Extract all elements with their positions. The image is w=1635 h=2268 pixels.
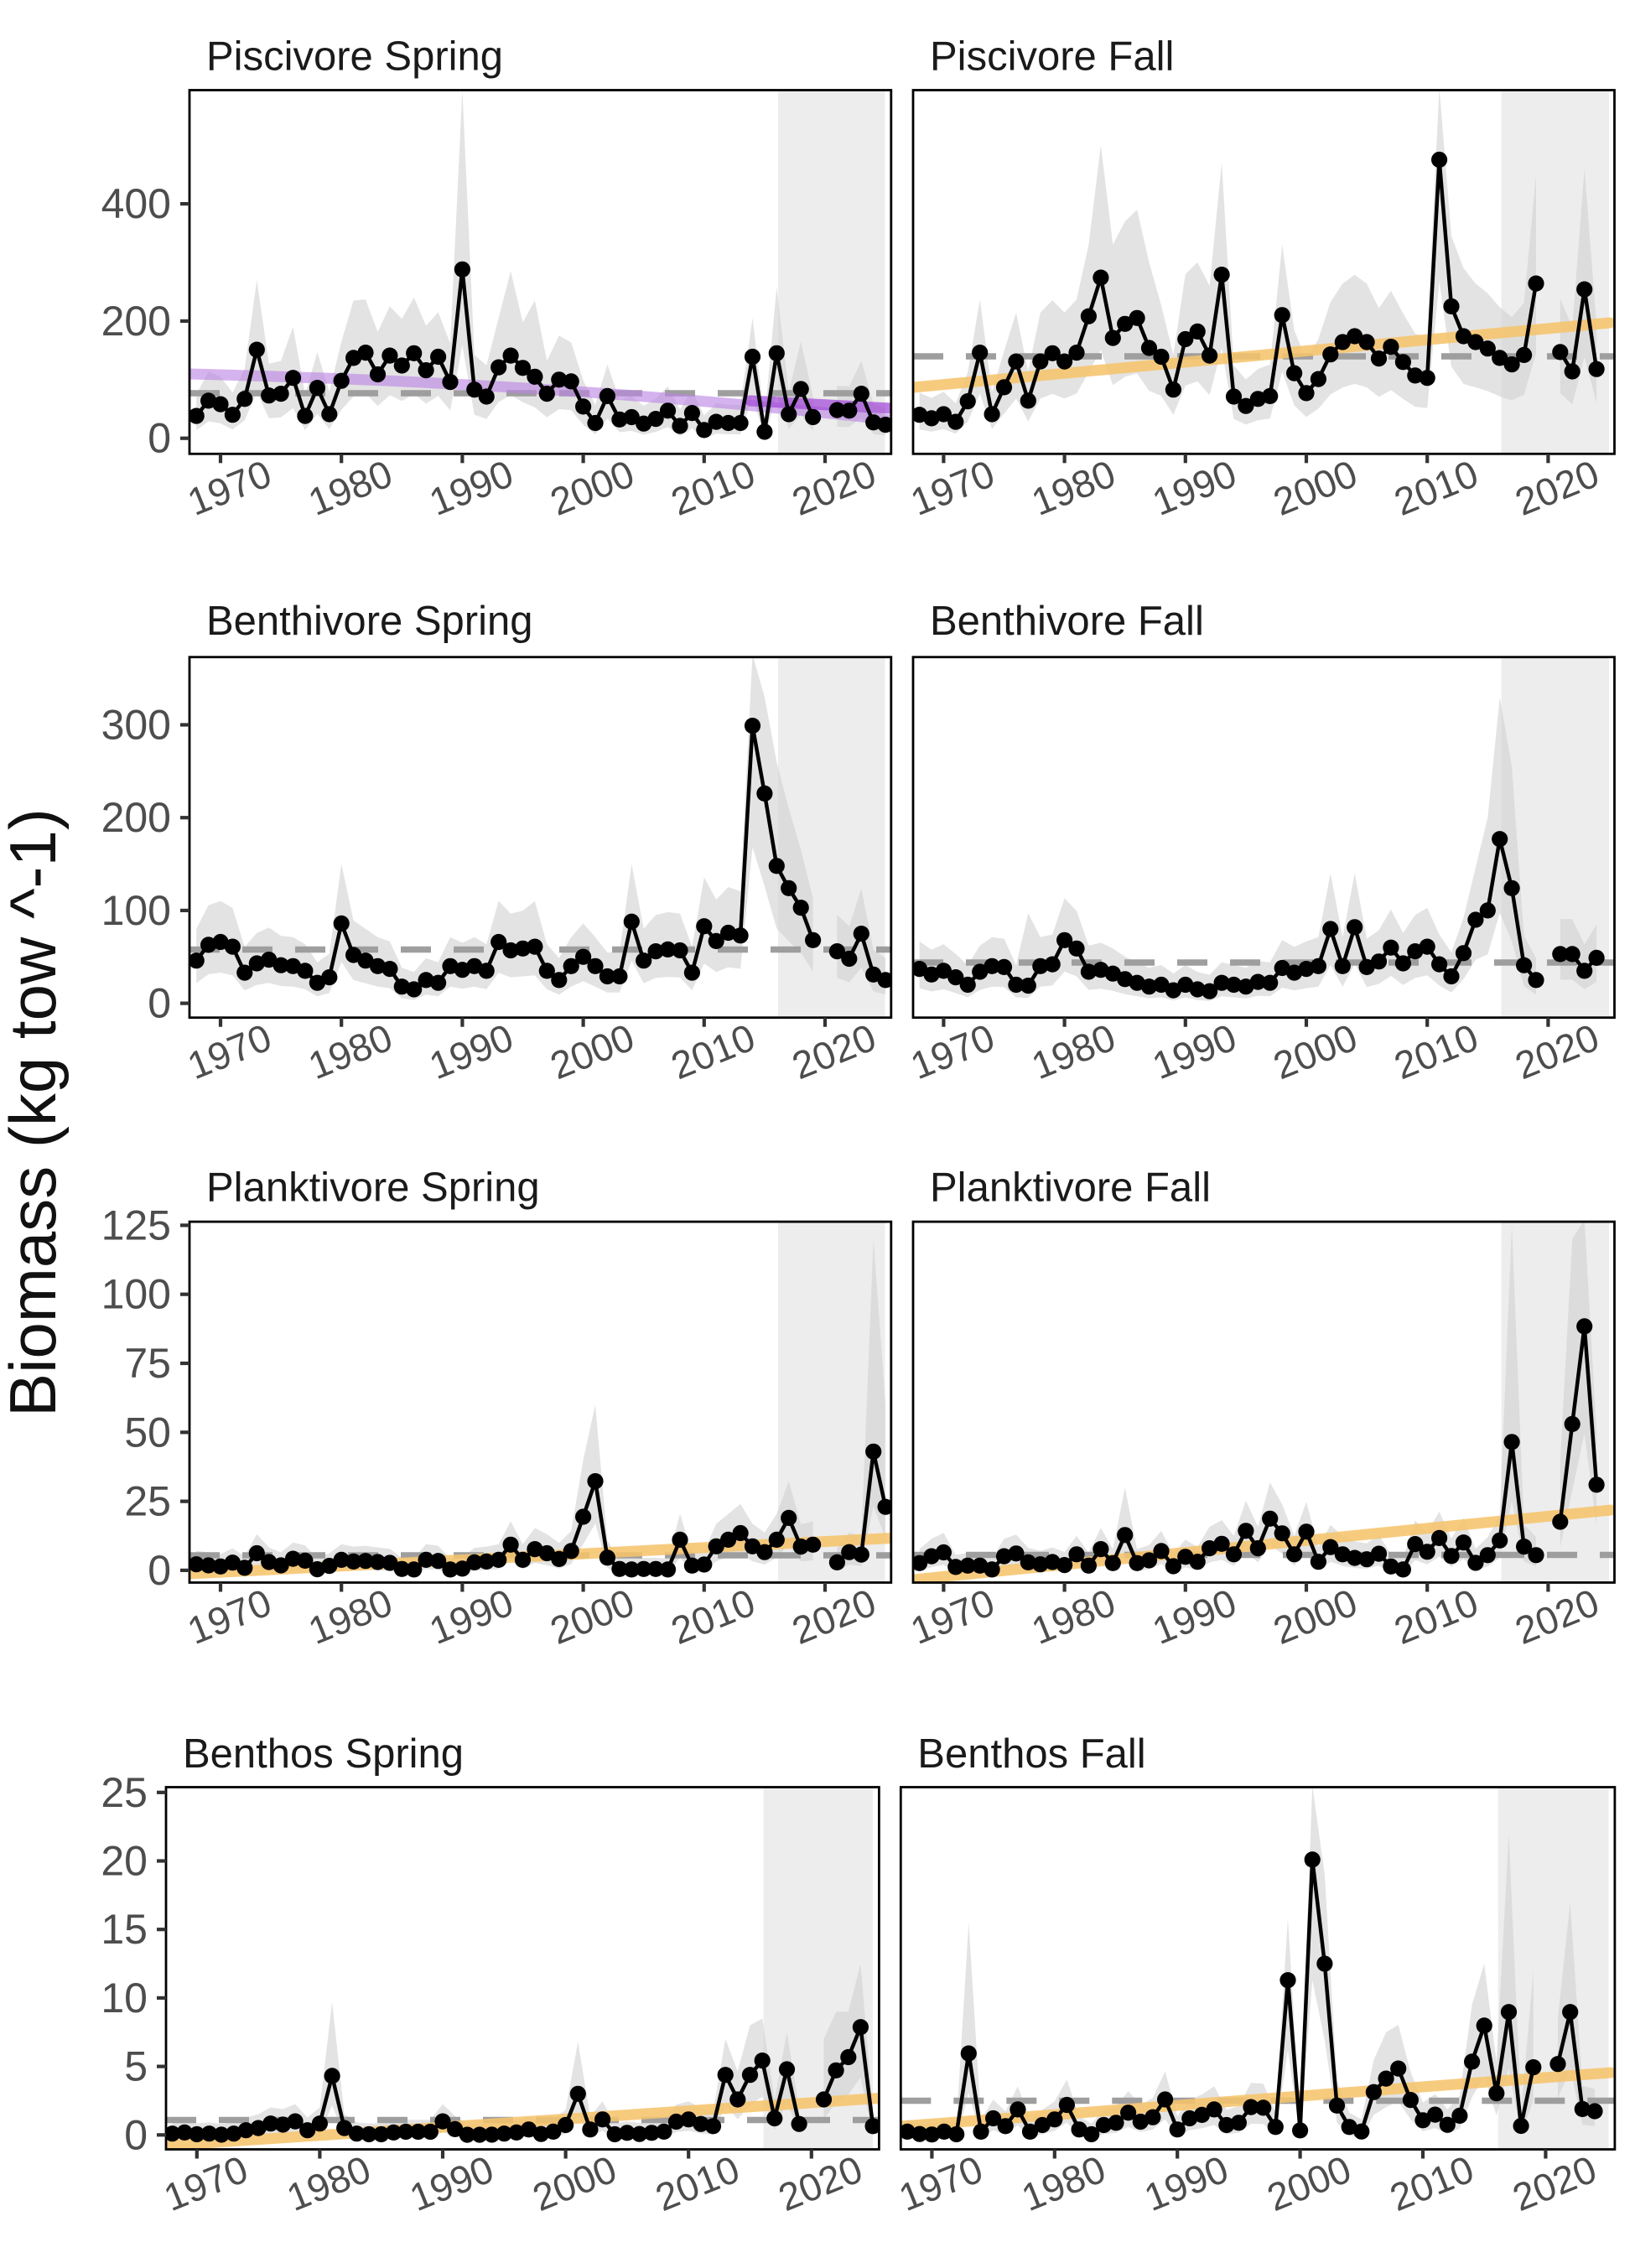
svg-text:Benthos Fall: Benthos Fall — [917, 1731, 1145, 1777]
svg-text:200: 200 — [101, 298, 171, 345]
svg-text:100: 100 — [101, 1271, 171, 1318]
svg-text:Piscivore Spring: Piscivore Spring — [206, 34, 503, 79]
svg-text:Biomass (kg tow ^-1): Biomass (kg tow ^-1) — [0, 808, 70, 1417]
svg-text:Planktivore Spring: Planktivore Spring — [206, 1165, 540, 1210]
svg-text:300: 300 — [101, 702, 171, 749]
svg-text:100: 100 — [101, 887, 171, 934]
svg-text:25: 25 — [101, 1769, 148, 1816]
svg-text:10: 10 — [101, 1975, 148, 2021]
svg-text:50: 50 — [124, 1409, 171, 1456]
svg-text:125: 125 — [101, 1201, 171, 1248]
svg-text:25: 25 — [124, 1478, 171, 1525]
svg-text:Piscivore Fall: Piscivore Fall — [930, 34, 1174, 79]
svg-text:0: 0 — [148, 980, 171, 1027]
svg-text:15: 15 — [101, 1906, 148, 1953]
svg-text:200: 200 — [101, 794, 171, 841]
svg-text:0: 0 — [148, 415, 171, 462]
svg-text:Benthos Spring: Benthos Spring — [183, 1731, 464, 1777]
svg-text:Planktivore Fall: Planktivore Fall — [930, 1165, 1211, 1210]
svg-text:Benthivore Fall: Benthivore Fall — [930, 599, 1204, 644]
svg-text:20: 20 — [101, 1838, 148, 1885]
svg-text:5: 5 — [124, 2043, 148, 2090]
svg-text:0: 0 — [124, 2111, 148, 2158]
svg-text:75: 75 — [124, 1340, 171, 1387]
svg-text:400: 400 — [101, 180, 171, 227]
svg-text:Benthivore Spring: Benthivore Spring — [206, 599, 533, 644]
svg-text:0: 0 — [148, 1547, 171, 1594]
